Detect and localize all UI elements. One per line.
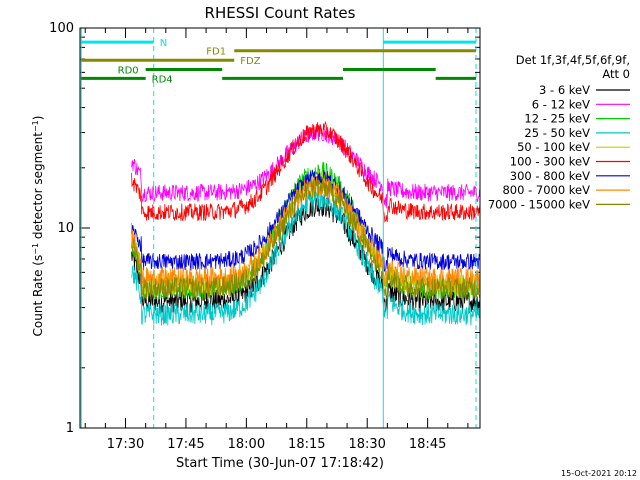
legend-label-7: 800 - 7000 keV — [502, 183, 590, 197]
legend-label-8: 7000 - 15000 keV — [488, 197, 590, 211]
annotation-label-rd0: RD0 — [118, 66, 139, 77]
y-tick-label-10: 10 — [57, 221, 74, 236]
y-tick-label-1: 1 — [66, 421, 74, 436]
legend-label-6: 300 - 800 keV — [510, 169, 590, 183]
series-line-3 — [131, 187, 480, 326]
attenuator-annotations: N FD1 FDZ RD0 RD4 — [81, 38, 476, 85]
annotation-label-fd1: FD1 — [206, 47, 226, 58]
annotation-label-rd4: RD4 — [152, 74, 173, 85]
series-line-1 — [131, 124, 480, 209]
series-lines — [131, 120, 480, 326]
legend-label-4: 50 - 100 keV — [517, 140, 590, 154]
series-line-8 — [131, 176, 480, 300]
y-tick-label-100: 100 — [49, 21, 74, 36]
legend-label-2: 12 - 25 keV — [524, 112, 590, 126]
annotation-label-n: N — [160, 38, 167, 49]
legend: Det 1f,3f,4f,5f,6f,9f, Att 0 3 - 6 keV6 … — [488, 53, 630, 211]
x-tick-label: 17:45 — [167, 437, 204, 452]
vertical-markers — [80, 28, 477, 428]
x-tick-label: 18:00 — [228, 437, 265, 452]
y-axis-ticks: 1 10 100 — [49, 21, 480, 436]
legend-subtitle: Att 0 — [602, 67, 630, 81]
legend-label-1: 6 - 12 keV — [532, 97, 590, 111]
x-tick-label: 18:45 — [409, 437, 446, 452]
chart-title: RHESSI Count Rates — [205, 4, 356, 22]
x-tick-label: 18:15 — [288, 437, 325, 452]
x-axis-ticks: 17:30 17:45 18:00 18:15 18:30 18:45 — [84, 28, 469, 452]
series-line-6 — [131, 169, 480, 273]
x-axis-label: Start Time (30-Jun-07 17:18:42) — [176, 456, 384, 471]
legend-label-5: 100 - 300 keV — [510, 155, 590, 169]
legend-label-0: 3 - 6 keV — [539, 83, 590, 97]
timestamp: 15-Oct-2021 20:12 — [561, 469, 637, 478]
plot-frame — [79, 27, 481, 429]
y-axis-label: Count Rate (s−1 detector segment−1) — [31, 116, 45, 337]
series-line-5 — [131, 120, 480, 223]
legend-label-3: 25 - 50 keV — [524, 126, 590, 140]
annotation-label-fdz: FDZ — [240, 56, 260, 67]
x-tick-label: 17:30 — [107, 437, 144, 452]
x-tick-label: 18:30 — [348, 437, 385, 452]
legend-title: Det 1f,3f,4f,5f,6f,9f, — [516, 53, 630, 67]
